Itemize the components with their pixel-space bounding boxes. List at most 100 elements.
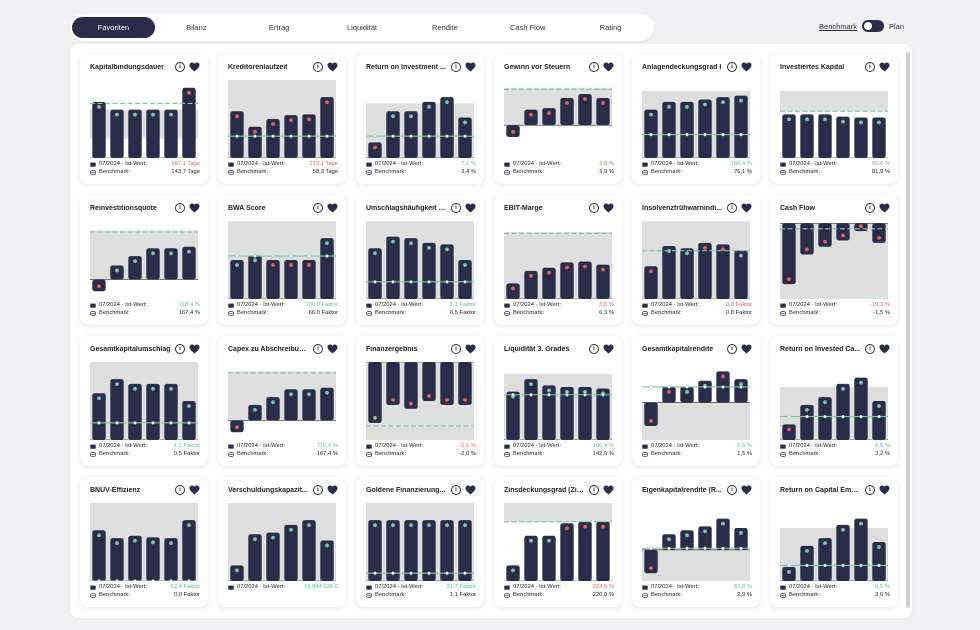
info-icon[interactable]: i [727, 203, 737, 213]
favorite-heart-icon[interactable] [465, 203, 476, 213]
kpi-card[interactable]: Liquidität 3. Grades i 07/2024 · Ist-Wer… [494, 336, 622, 466]
info-icon[interactable]: i [175, 344, 185, 354]
favorite-heart-icon[interactable] [327, 203, 338, 213]
tab-ertrag[interactable]: Ertrag [268, 23, 290, 32]
info-icon[interactable]: i [727, 62, 737, 72]
favorite-heart-icon[interactable] [879, 485, 890, 495]
kpi-card[interactable]: BWA Score i 07/2024 · Ist-Wert: 100,0 Fa… [218, 195, 346, 325]
info-icon[interactable]: i [175, 203, 185, 213]
info-icon[interactable]: i [727, 344, 737, 354]
kpi-card[interactable]: Goldene Finanzierung... i 07/2024 · Ist-… [356, 477, 484, 607]
favorite-heart-icon[interactable] [189, 485, 200, 495]
period-label: 07/2024 [789, 443, 810, 449]
info-icon[interactable]: i [451, 62, 461, 72]
info-icon[interactable]: i [313, 485, 323, 495]
tab-favoriten[interactable]: Favoriten [72, 17, 155, 38]
kpi-card[interactable]: EBIT-Marge i 07/2024 · Ist-Wert: 3,6 % B… [494, 195, 622, 325]
info-icon[interactable]: i [451, 203, 461, 213]
info-icon[interactable]: i [589, 485, 599, 495]
kpi-card[interactable]: Kreditorenlaufzeit i 07/2024 · Ist-Wert:… [218, 54, 346, 184]
card-meta: 07/2024 · Ist-Wert: 187,1 Tage Benchmark… [90, 161, 200, 176]
favorite-heart-icon[interactable] [879, 344, 890, 354]
target-range-band [228, 371, 336, 421]
info-icon[interactable]: i [313, 344, 323, 354]
kpi-card[interactable]: Kapitalbindungsdauer i 07/2024 · Ist-Wer… [80, 54, 208, 184]
favorite-heart-icon[interactable] [465, 62, 476, 72]
kpi-card[interactable]: Zinsdeckungsgrad (Zin... i 07/2024 · Ist… [494, 477, 622, 607]
card-title: Gesamtkapitalumschlag [90, 345, 171, 353]
kpi-card[interactable]: Gewinn vor Steuern i 07/2024 · Ist-Wert:… [494, 54, 622, 184]
kpi-card[interactable]: Insolvenzfrühwarnindi... i 07/2024 · Ist… [632, 195, 760, 325]
kpi-card[interactable]: Cash Flow i 07/2024 · Ist-Wert: -10,3 % … [770, 195, 898, 325]
info-icon[interactable]: i [727, 485, 737, 495]
bar [422, 101, 436, 158]
kpi-card[interactable]: Gesamtkapitalrendite i 07/2024 · Ist-Wer… [632, 336, 760, 466]
favorite-heart-icon[interactable] [741, 62, 752, 72]
kpi-card[interactable]: Return on Invested Ca... i 07/2024 · Ist… [770, 336, 898, 466]
favorite-heart-icon[interactable] [189, 203, 200, 213]
info-icon[interactable]: i [865, 485, 875, 495]
tab-liquidität[interactable]: Liquidität [346, 23, 378, 32]
kpi-card[interactable]: Reinvestitionsquote i 07/2024 · Ist-Wert… [80, 195, 208, 325]
favorite-heart-icon[interactable] [741, 485, 752, 495]
plan-label[interactable]: Plan [888, 21, 904, 31]
kpi-card[interactable]: Gesamtkapitalumschlag i 07/2024 · Ist-We… [80, 336, 208, 466]
favorite-heart-icon[interactable] [327, 344, 338, 354]
info-icon[interactable]: i [175, 485, 185, 495]
tab-cash-flow[interactable]: Cash Flow [510, 23, 546, 32]
favorite-heart-icon[interactable] [603, 62, 614, 72]
benchmark-dot [445, 571, 449, 575]
kpi-card[interactable]: Finanzergebnis i 07/2024 · Ist-Wert: -1,… [356, 336, 484, 466]
info-icon[interactable]: i [589, 344, 599, 354]
favorite-heart-icon[interactable] [603, 203, 614, 213]
info-icon[interactable]: i [451, 485, 461, 495]
benchmark-value: 0,5 Faktor [173, 450, 200, 457]
scrollbar[interactable] [906, 52, 910, 608]
kpi-card[interactable]: Anlagendeckungsgrad I i 07/2024 · Ist-We… [632, 54, 760, 184]
kpi-card[interactable]: Umschlagshäufigkeit d... i 07/2024 · Ist… [356, 195, 484, 325]
favorite-heart-icon[interactable] [741, 344, 752, 354]
benchmark-icon [504, 311, 510, 316]
benchmark-row: Benchmark: -1,5 % [780, 310, 890, 318]
benchmark-value: 3,4 % [461, 168, 476, 175]
info-icon[interactable]: i [865, 344, 875, 354]
info-icon[interactable]: i [589, 203, 599, 213]
info-icon[interactable]: i [451, 344, 461, 354]
kpi-card[interactable]: Investiertes Kapital i 07/2024 · Ist-Wer… [770, 54, 898, 184]
info-icon[interactable]: i [313, 62, 323, 72]
kpi-card[interactable]: Capex zu Abschreibun... i 07/2024 · Ist-… [218, 336, 346, 466]
bar [266, 119, 280, 158]
favorite-heart-icon[interactable] [327, 62, 338, 72]
actual-label: · Ist-Wert: [397, 584, 423, 590]
benchmark-label[interactable]: Benchmark [819, 21, 857, 31]
tab-rating[interactable]: Rating [599, 23, 622, 32]
actual-row: 07/2024 · Ist-Wert: 1,2 Faktor [90, 443, 200, 451]
tab-bilanz[interactable]: Bilanz [186, 23, 207, 32]
favorite-heart-icon[interactable] [603, 344, 614, 354]
actual-row: 07/2024 · Ist-Wert: 1,1 Faktor [366, 302, 476, 310]
info-icon[interactable]: i [865, 62, 875, 72]
value-dot [445, 247, 449, 252]
favorite-heart-icon[interactable] [327, 485, 338, 495]
info-icon[interactable]: i [865, 203, 875, 213]
kpi-card[interactable]: BNUV-Effizienz i 07/2024 · Ist-Wert: 62,… [80, 477, 208, 607]
favorite-heart-icon[interactable] [189, 344, 200, 354]
favorite-heart-icon[interactable] [741, 203, 752, 213]
kpi-card[interactable]: Return on Investment ... i 07/2024 · Ist… [356, 54, 484, 184]
kpi-card[interactable]: Return on Capital Emp... i 07/2024 · Ist… [770, 477, 898, 607]
favorite-heart-icon[interactable] [603, 485, 614, 495]
info-icon[interactable]: i [313, 203, 323, 213]
favorite-heart-icon[interactable] [465, 485, 476, 495]
favorite-heart-icon[interactable] [879, 62, 890, 72]
value-dot [115, 112, 119, 117]
favorite-heart-icon[interactable] [465, 344, 476, 354]
benchmark-plan-toggle[interactable] [861, 20, 884, 32]
kpi-card[interactable]: Verschuldungskapazit... i 07/2024 · Ist-… [218, 477, 346, 607]
favorite-heart-icon[interactable] [189, 62, 200, 72]
info-icon[interactable]: i [175, 62, 185, 72]
info-icon[interactable]: i [589, 62, 599, 72]
bar [854, 377, 868, 440]
kpi-card[interactable]: Eigenkapitalrendite (R... i 07/2024 · Is… [632, 477, 760, 607]
tab-rendite[interactable]: Rendite [431, 23, 458, 32]
favorite-heart-icon[interactable] [879, 203, 890, 213]
